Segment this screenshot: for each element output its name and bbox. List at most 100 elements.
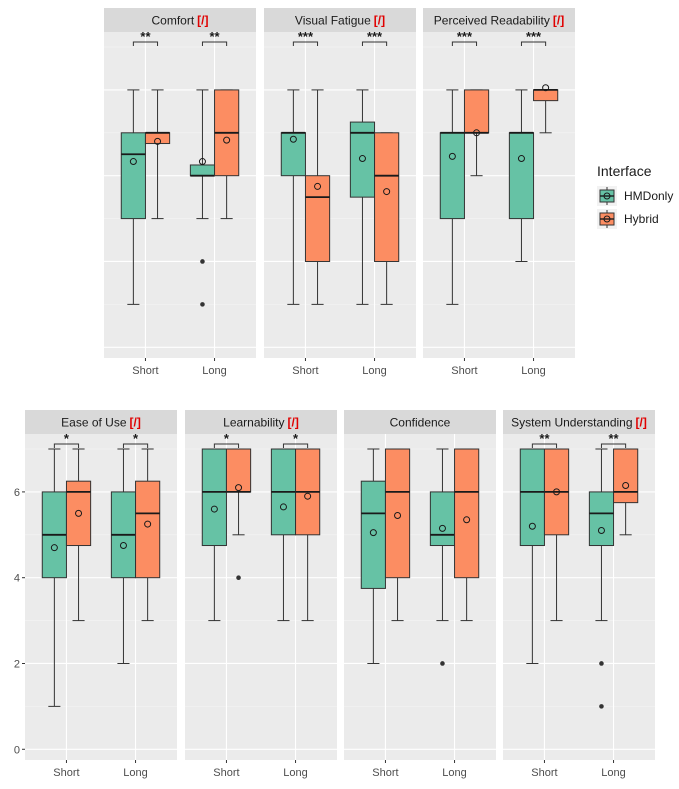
legend-item-hybrid: Hybrid [597, 209, 659, 229]
significance-bracket [53, 443, 80, 448]
x-tick-label: Long [283, 767, 307, 779]
group-short: ** [519, 431, 570, 664]
box-hybrid [304, 89, 331, 305]
mean-point [50, 544, 58, 552]
group-short: *** [280, 29, 331, 305]
group-long: *** [508, 29, 559, 262]
x-tick-label: Short [372, 767, 398, 779]
significance-bracket [520, 41, 547, 46]
box-hmdonly [201, 448, 227, 622]
significance-bracket [451, 41, 478, 46]
significance-label: * [224, 431, 230, 446]
mean-point [154, 137, 162, 145]
box-hmdonly [120, 89, 146, 305]
outlier-point [440, 661, 445, 666]
panel-strip [264, 8, 416, 32]
group-short [360, 448, 411, 664]
outlier-point [599, 704, 604, 709]
box-iqr [280, 132, 306, 177]
x-tick-label: Short [53, 767, 79, 779]
mean-point [210, 505, 218, 513]
box-iqr [120, 132, 146, 220]
x-tick-label: Long [521, 365, 545, 377]
mean-point [448, 152, 456, 160]
x-tick-label: Short [213, 767, 239, 779]
mean-point [129, 158, 137, 166]
mean-point [597, 527, 605, 535]
mean-point [473, 129, 481, 137]
x-tick-label: Short [531, 767, 557, 779]
mean-point [144, 520, 152, 528]
panel-title: Confidence [390, 416, 451, 430]
box-iqr [189, 164, 216, 177]
mean-point [438, 524, 446, 532]
mean-point [235, 484, 243, 492]
box-hybrid [374, 132, 400, 305]
box-iqr [384, 448, 411, 579]
significance-bracket [282, 443, 309, 448]
box-hybrid [533, 84, 559, 134]
mean-point [304, 492, 312, 500]
significance-label: *** [367, 29, 383, 44]
mean-point [394, 512, 402, 519]
box-hmdonly [519, 448, 545, 664]
x-tick-label: Long [123, 767, 147, 779]
significance-label: *** [457, 29, 473, 44]
box-hybrid [384, 448, 411, 622]
y-tick-label: 4 [14, 573, 20, 585]
mean-point [314, 182, 322, 190]
box-hybrid [543, 448, 570, 622]
panel-system-understanding: System Understanding [/]** ** Short Long [503, 410, 655, 779]
panel-visual-fatigue: Visual Fatigue [/]*** *** Short Long [264, 8, 416, 377]
box-hmdonly [280, 89, 306, 305]
x-tick-label: Short [451, 365, 477, 377]
x-tick-label: Short [292, 365, 318, 377]
box-hybrid [613, 448, 639, 536]
panel-title: Visual Fatigue [/] [295, 14, 385, 28]
mean-point [383, 188, 391, 196]
mean-point [119, 542, 127, 550]
legend-key-mean [603, 192, 611, 200]
mean-point [622, 481, 630, 489]
panel-title: System Understanding [/] [511, 416, 647, 430]
panel-title: Ease of Use [/] [61, 416, 141, 430]
panel-strip [503, 410, 655, 434]
panel-learnability: Learnability [/]* * Short Long [185, 410, 337, 779]
box-iqr [533, 89, 559, 102]
panel-strip [344, 410, 496, 434]
mean-point [369, 529, 377, 537]
box-iqr [588, 491, 615, 547]
significance-bracket [122, 443, 149, 448]
box-iqr [349, 121, 376, 198]
box-hybrid [214, 89, 240, 220]
panel-confidence: Confidence Short Long [344, 410, 496, 779]
group-short: * [41, 431, 92, 707]
outlier-point [599, 661, 604, 666]
box-iqr [454, 448, 480, 579]
significance-bracket [531, 443, 558, 448]
significance-label: ** [140, 29, 151, 44]
significance-bracket [361, 41, 388, 46]
significance-label: ** [608, 431, 619, 446]
box-hmdonly [508, 89, 535, 262]
group-long [429, 448, 480, 666]
panel-comfort: Comfort [/]** ** Short Long [104, 8, 256, 377]
legend-label: HMDonly [624, 189, 673, 203]
panel-strip [423, 8, 575, 32]
mean-point [528, 522, 536, 530]
x-tick-label: Long [362, 365, 386, 377]
box-iqr [508, 132, 535, 220]
box-iqr [201, 448, 227, 547]
x-tick-label: Short [132, 365, 158, 377]
significance-label: *** [298, 29, 314, 44]
significance-bracket [132, 41, 159, 46]
box-iqr [360, 480, 386, 589]
box-iqr [225, 448, 252, 493]
legend-label: Hybrid [624, 212, 659, 226]
group-long: ** [189, 29, 240, 307]
box-hmdonly [349, 89, 376, 305]
mean-point [223, 136, 231, 144]
box-iqr [429, 491, 456, 547]
mean-point [542, 84, 550, 92]
